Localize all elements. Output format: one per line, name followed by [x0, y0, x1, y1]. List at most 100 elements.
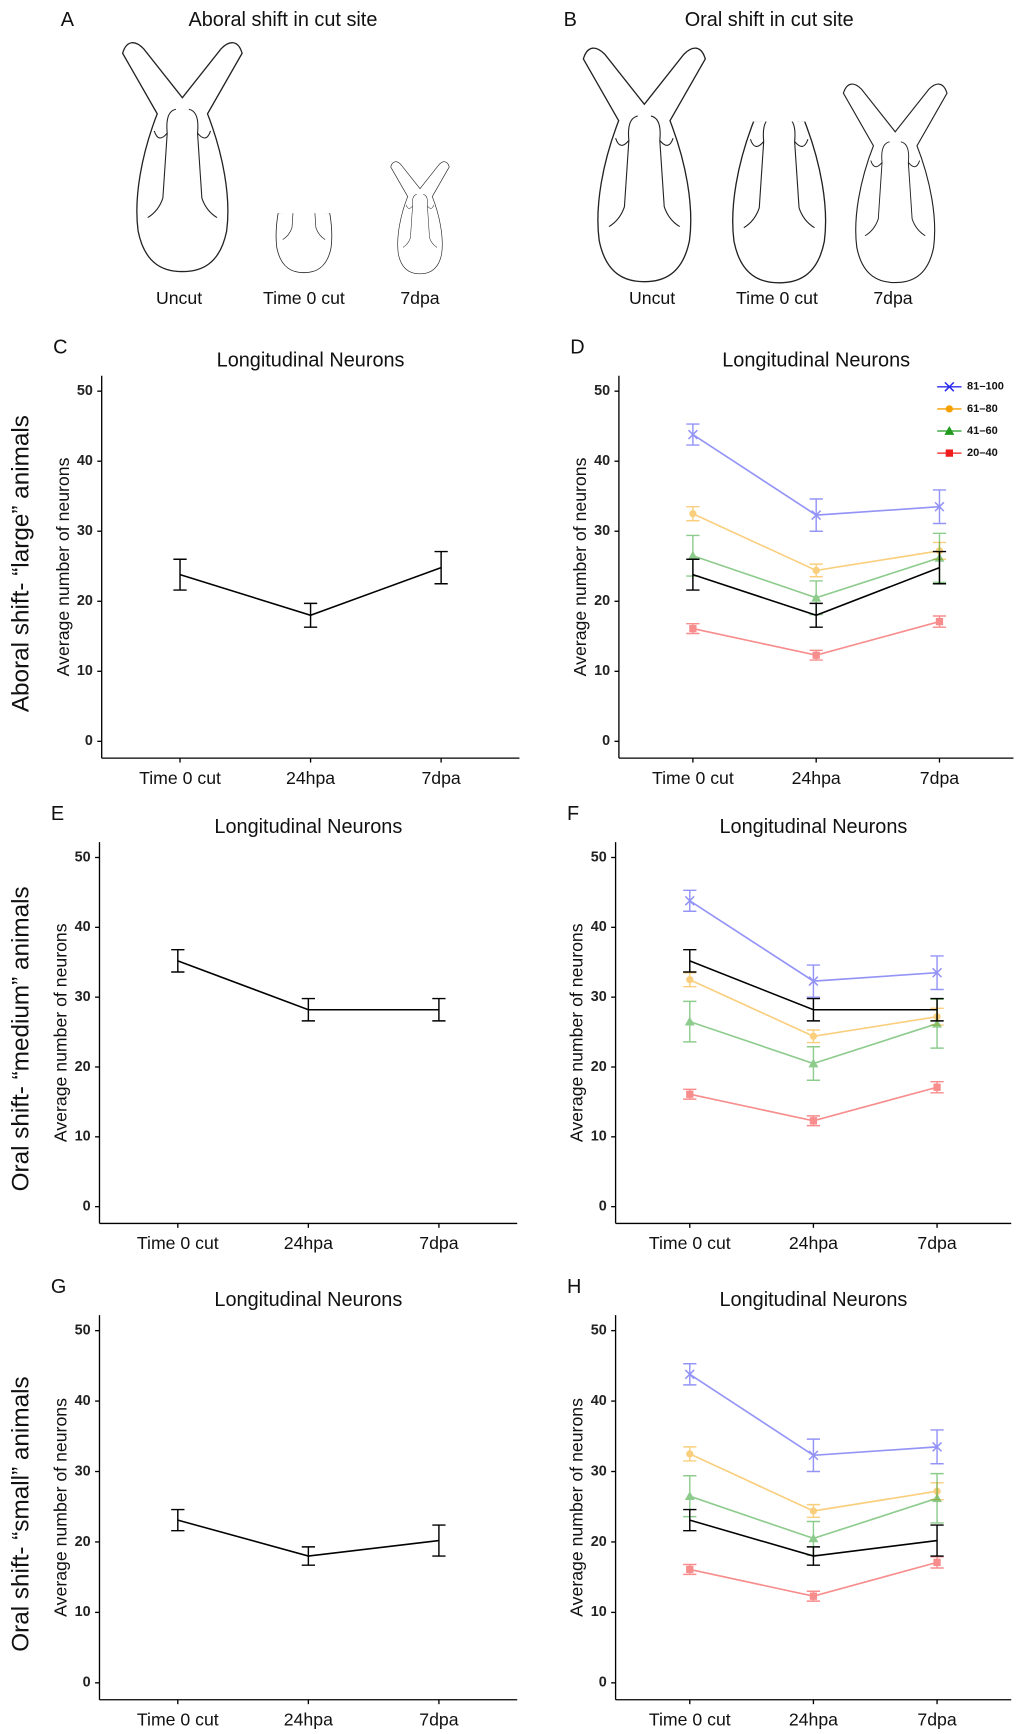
y-tick-label: 20: [75, 1059, 91, 1075]
row-label: Aboral shift- “large” animals: [8, 415, 35, 712]
y-tick-label: 40: [591, 1393, 607, 1409]
y-tick-label: 0: [83, 1675, 91, 1691]
x-tick-label: 7dpa: [419, 1709, 458, 1729]
x-tick-label: Time 0 cut: [649, 1709, 731, 1729]
error-bar: [432, 1524, 446, 1557]
x-tick-label: Time 0 cut: [649, 1233, 731, 1253]
chart-panel: H Longitudinal Neurons Average number of n…: [567, 1276, 1012, 1729]
x-tick-label: Time 0 cut: [137, 1709, 219, 1729]
x-tick-label: Time 0 cut: [139, 768, 221, 788]
marker: [809, 1117, 818, 1125]
diagram-b: B Oral shift in cut site Uncut Time 0 cu…: [564, 9, 944, 308]
panel-letter: G: [51, 1276, 66, 1298]
marker: [684, 895, 695, 906]
error-bar: [683, 1508, 697, 1532]
row-label: Oral shift- “medium” animals: [8, 886, 35, 1191]
series: [173, 550, 448, 628]
series: [683, 889, 944, 998]
error-bar: [809, 602, 823, 628]
y-tick-label: 10: [594, 663, 610, 679]
polyp-cut: [722, 52, 837, 279]
diagram-label: Time 0 cut: [736, 288, 818, 308]
y-tick-label: 30: [591, 989, 607, 1005]
error-bar: [683, 948, 697, 973]
polyp: [126, 46, 239, 269]
marker: [808, 1058, 819, 1068]
diagram-title: Oral shift in cut site: [685, 9, 854, 31]
diagram-label: Time 0 cut: [263, 288, 345, 308]
panel-letter: A: [61, 9, 75, 31]
marker: [933, 1558, 941, 1567]
series: [171, 1508, 446, 1566]
legend-label: 81–100: [967, 381, 1004, 393]
polyp-cut: [269, 134, 338, 270]
legend-label: 61–80: [967, 403, 998, 415]
y-tick-label: 20: [591, 1059, 607, 1075]
panel-letter: H: [567, 1276, 581, 1298]
panel-letter: F: [567, 803, 579, 825]
y-axis-label: Average number of neurons: [567, 1398, 587, 1617]
legend-marker: [945, 405, 954, 413]
row-label: Oral shift- “small” animals: [8, 1376, 35, 1651]
marker: [932, 1018, 943, 1028]
legend-marker: [945, 449, 954, 457]
x-tick-label: Time 0 cut: [652, 768, 734, 788]
error-bar: [686, 558, 700, 591]
chart-panel: D Longitudinal Neurons Average number of n…: [570, 336, 1014, 788]
y-tick-label: 10: [77, 663, 93, 679]
marker: [935, 617, 944, 626]
y-tick-label: 50: [75, 1322, 91, 1338]
y-tick-label: 30: [594, 523, 610, 539]
y-tick-label: 10: [591, 1129, 607, 1145]
series: [683, 1508, 944, 1566]
marker: [808, 1533, 819, 1543]
marker: [689, 510, 697, 518]
chart-title: Longitudinal Neurons: [719, 816, 907, 838]
chart-panel: F Longitudinal Neurons Average number of n…: [567, 803, 1012, 1253]
y-tick-label: 20: [77, 593, 93, 609]
diagram-label: Uncut: [156, 288, 202, 308]
y-axis-label: Average number of neurons: [51, 923, 71, 1142]
chart-title: Longitudinal Neurons: [217, 350, 405, 372]
y-axis-label: Average number of neurons: [53, 457, 73, 676]
x-tick-label: 7dpa: [920, 768, 959, 788]
series: [686, 423, 947, 532]
error-bar: [930, 997, 944, 1022]
y-tick-label: 50: [77, 383, 93, 399]
y-axis-label: Average number of neurons: [51, 1398, 71, 1617]
series: [171, 948, 446, 1022]
y-axis-label: Average number of neurons: [570, 457, 590, 676]
x-tick-label: 7dpa: [419, 1233, 458, 1253]
marker: [808, 976, 819, 987]
marker: [812, 651, 820, 659]
chart-title: Longitudinal Neurons: [722, 350, 910, 372]
chart-title: Longitudinal Neurons: [719, 1289, 907, 1311]
diagram-label: 7dpa: [400, 288, 439, 308]
chart-title: Longitudinal Neurons: [214, 1289, 402, 1311]
marker: [809, 1032, 818, 1040]
error-bar: [173, 558, 187, 591]
marker: [684, 1491, 695, 1501]
marker: [689, 624, 697, 633]
chart-title: Longitudinal Neurons: [214, 816, 402, 838]
series: [686, 615, 947, 661]
x-tick-label: 24hpa: [284, 1233, 333, 1253]
marker: [687, 550, 698, 560]
marker: [686, 976, 694, 984]
y-tick-label: 0: [83, 1198, 91, 1214]
error-bar: [303, 602, 318, 628]
y-tick-label: 20: [75, 1534, 91, 1550]
y-tick-label: 0: [599, 1675, 607, 1691]
x-tick-label: 24hpa: [284, 1709, 333, 1729]
y-tick-label: 20: [594, 593, 610, 609]
error-bar: [171, 948, 185, 973]
y-tick-label: 50: [591, 849, 607, 865]
x-tick-label: 7dpa: [917, 1709, 956, 1729]
y-tick-label: 10: [75, 1129, 91, 1145]
error-bar: [301, 1546, 315, 1566]
marker: [812, 566, 820, 575]
y-tick-label: 40: [594, 453, 610, 469]
marker: [808, 1450, 819, 1461]
legend-marker: [944, 426, 955, 435]
x-tick-label: 7dpa: [421, 768, 460, 788]
